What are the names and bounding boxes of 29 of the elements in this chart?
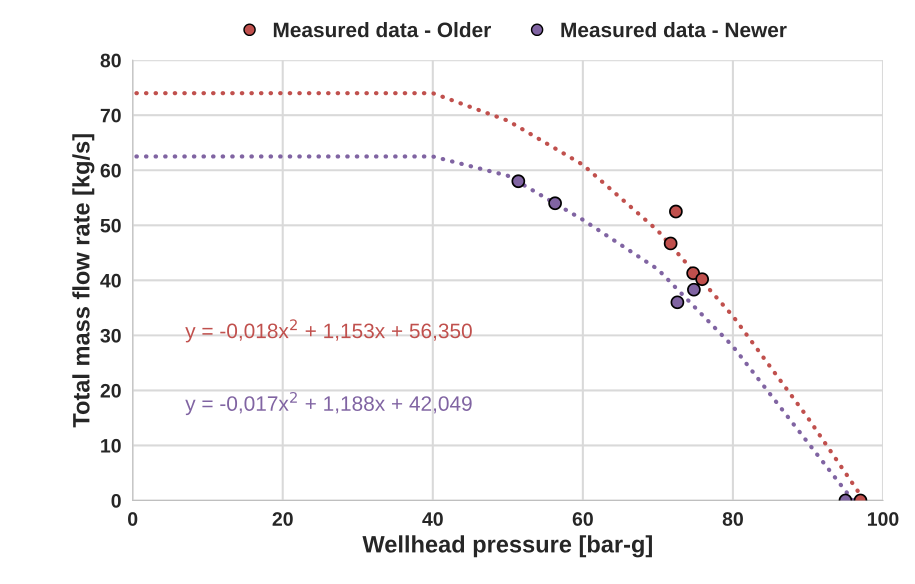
y-tick-label: 60 bbox=[100, 164, 121, 178]
y-tick-label: 20 bbox=[100, 384, 121, 398]
y-tick-label: 10 bbox=[101, 438, 121, 453]
legend-label: Measured data - Older bbox=[274, 22, 491, 38]
point bbox=[686, 266, 700, 280]
x-tick-label: 40 bbox=[422, 512, 443, 526]
y-tick-label: 30 bbox=[100, 328, 121, 343]
point bbox=[670, 295, 684, 310]
x-tick-label: 100 bbox=[868, 512, 898, 526]
y-axis-title: Total mass flow rate [kg/s] bbox=[72, 134, 94, 428]
x-tick-label: 0 bbox=[128, 512, 138, 526]
x-tick-label: 80 bbox=[722, 512, 743, 526]
x-tick-label: 60 bbox=[572, 512, 593, 526]
point bbox=[695, 272, 709, 286]
y-tick-label: 0 bbox=[112, 494, 121, 508]
point bbox=[664, 236, 678, 250]
y-tick-label: 40 bbox=[100, 274, 121, 288]
y-tick-label: 50 bbox=[100, 218, 121, 233]
point bbox=[548, 196, 562, 210]
x-axis-title: Wellhead pressure [bar-g] bbox=[362, 535, 652, 558]
point bbox=[669, 204, 683, 218]
legend-label: Measured data - Newer bbox=[561, 22, 787, 38]
y-tick-label: 70 bbox=[100, 108, 121, 122]
annotation: y = -0,018x$^{2}$ + 1,153x + 56,350 bbox=[185, 319, 472, 342]
x-tick-label: 20 bbox=[272, 512, 293, 526]
point bbox=[687, 282, 701, 297]
annotation: y = -0,017x$^{2}$ + 1,188x + 42,049 bbox=[185, 392, 472, 416]
y-tick-label: 80 bbox=[100, 54, 121, 68]
point bbox=[511, 174, 526, 188]
